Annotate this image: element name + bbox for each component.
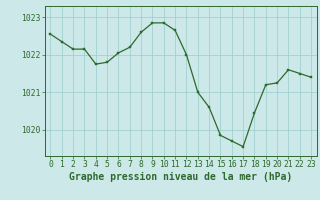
- X-axis label: Graphe pression niveau de la mer (hPa): Graphe pression niveau de la mer (hPa): [69, 172, 292, 182]
